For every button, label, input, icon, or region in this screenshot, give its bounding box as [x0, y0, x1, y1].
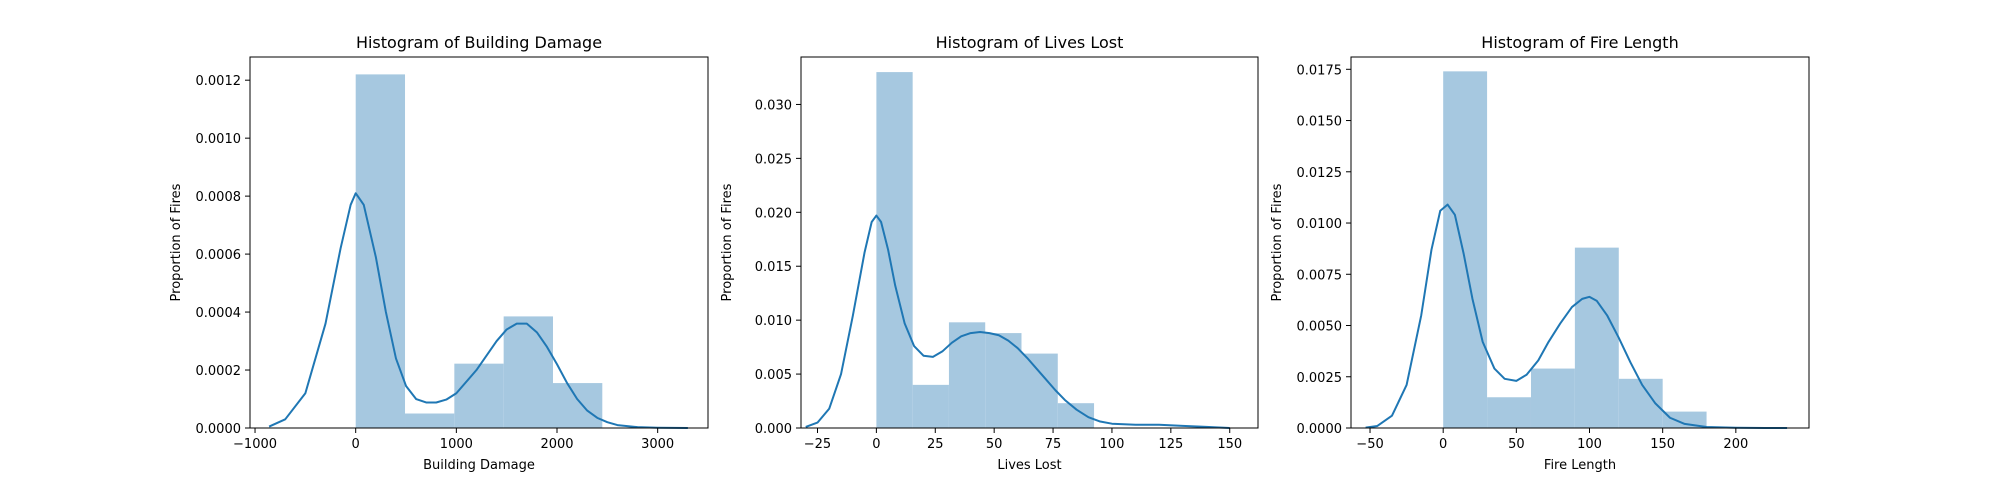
chart-title: Histogram of Fire Length: [1481, 33, 1678, 52]
histogram-bar: [912, 384, 949, 428]
x-tick-label: 1000: [440, 437, 473, 452]
y-tick-label: 0.0004: [196, 306, 242, 321]
chart-panel-3: −50 0 50 100 150 200 0.0000 0.0025 0.0050 0.0075 0…: [1270, 33, 1810, 473]
x-tick-label: 50: [1508, 437, 1525, 452]
plot-frame: [249, 56, 709, 429]
y-tick-label: 0.0100: [1297, 217, 1343, 232]
y-tick-label: 0.005: [755, 368, 792, 383]
histogram-bar: [1057, 403, 1095, 428]
y-tick-label: 0.025: [755, 152, 792, 167]
y-tick-label: 0.0050: [1297, 320, 1343, 335]
plot-frame: [1350, 56, 1810, 429]
x-tick-label: 25: [927, 437, 944, 452]
histogram-bar: [552, 383, 603, 428]
x-tick-label: 150: [1217, 437, 1242, 452]
histogram-bar: [1443, 71, 1488, 428]
y-tick-label: 0.0010: [196, 132, 242, 147]
kde-line: [805, 214, 1230, 429]
x-axis-label: Lives Lost: [997, 458, 1061, 473]
x-axis-label: Building Damage: [423, 458, 535, 473]
histogram-bar: [405, 413, 455, 428]
y-axis-label: Proportion of Fires: [1270, 183, 1285, 301]
chart-title: Histogram of Building Damage: [356, 33, 602, 52]
x-tick-label: 50: [986, 437, 1003, 452]
chart-panel-2: −25 0 25 50 75 100 125 150 0.000 0.005 0.010 0.015 0…: [720, 33, 1259, 473]
y-tick-label: 0.0012: [196, 74, 242, 89]
y-tick-label: 0.0008: [196, 190, 242, 205]
histogram-bar: [454, 363, 504, 428]
x-tick-label: 125: [1158, 437, 1183, 452]
y-tick-label: 0.030: [755, 98, 792, 113]
histogram-bar: [876, 72, 913, 428]
histogram-bar: [948, 322, 986, 428]
plot-frame: [800, 56, 1259, 429]
x-tick-label: −1000: [233, 437, 277, 452]
x-axis-label: Fire Length: [1544, 458, 1616, 473]
y-axis-label: Proportion of Fires: [169, 183, 184, 301]
x-tick-label: 2000: [540, 437, 573, 452]
x-tick-label: −25: [804, 437, 831, 452]
histogram-bar: [355, 74, 406, 428]
x-tick-label: 150: [1650, 437, 1675, 452]
x-tick-label: 100: [1577, 437, 1602, 452]
histogram-bar: [503, 316, 553, 428]
y-tick-label: 0.0075: [1297, 268, 1343, 283]
y-tick-label: 0.0025: [1297, 371, 1343, 386]
histogram-bar: [1487, 397, 1531, 428]
histogram-bar: [1021, 353, 1058, 428]
y-tick-label: 0.0175: [1297, 63, 1343, 78]
chart-panel-1: −1000 0 1000 2000 3000 0.0000 0.0002 0.0004 0.00…: [169, 33, 709, 473]
kde-line: [268, 192, 688, 429]
histogram-bar: [1662, 411, 1707, 428]
y-tick-label: 0.0002: [196, 364, 242, 379]
y-tick-label: 0.015: [755, 260, 792, 275]
y-tick-label: 0.0000: [1297, 422, 1343, 437]
y-tick-label: 0.010: [755, 314, 792, 329]
histogram-bar: [1574, 247, 1619, 428]
y-tick-label: 0.0000: [196, 422, 242, 437]
histogram-bar: [1530, 368, 1575, 428]
x-tick-label: −50: [1356, 437, 1383, 452]
x-tick-label: 0: [352, 437, 360, 452]
x-tick-label: 100: [1100, 437, 1125, 452]
y-tick-label: 0.0150: [1297, 115, 1343, 130]
x-tick-label: 200: [1723, 437, 1748, 452]
y-tick-label: 0.0125: [1297, 166, 1343, 181]
histogram-bar: [985, 333, 1022, 428]
x-tick-label: 3000: [641, 437, 674, 452]
kde-line: [1365, 203, 1788, 429]
y-tick-label: 0.000: [755, 422, 792, 437]
x-tick-label: 0: [872, 437, 880, 452]
chart-title: Histogram of Lives Lost: [936, 33, 1124, 52]
x-tick-label: 75: [1045, 437, 1062, 452]
y-tick-label: 0.0006: [196, 248, 242, 263]
y-axis-label: Proportion of Fires: [720, 183, 735, 301]
y-tick-label: 0.020: [755, 206, 792, 221]
x-tick-label: 0: [1439, 437, 1447, 452]
